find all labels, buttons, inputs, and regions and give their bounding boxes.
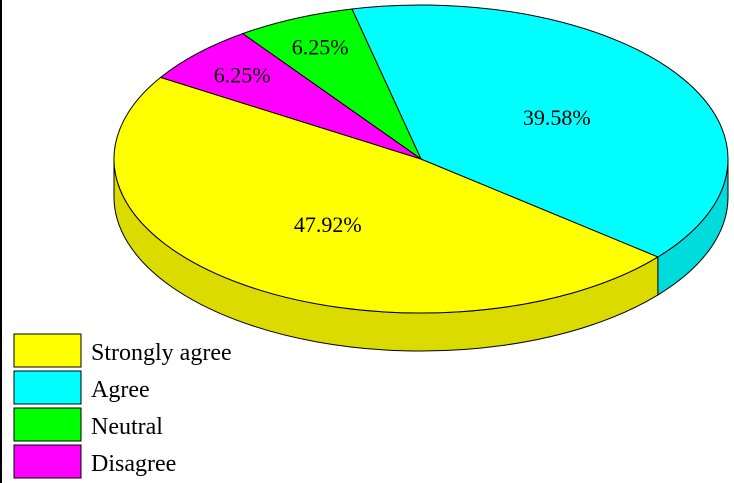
pie-value-label: 6.25% (214, 63, 271, 88)
pie-slice-agree[interactable] (351, 4, 729, 258)
legend-swatch-strongly-agree (13, 333, 82, 368)
pie-value-labels: 47.92% 39.58% 6.25% 6.25% (214, 35, 591, 237)
pie-slice-disagree[interactable] (159, 33, 422, 160)
pie-top-slices (113, 4, 729, 314)
legend-label: Disagree (91, 451, 176, 477)
legend-label: Neutral (91, 414, 163, 440)
legend: Strongly agree Agree Neutral Disagree (13, 333, 232, 479)
pie-value-label: 47.92% (294, 212, 362, 237)
legend-swatch-disagree (13, 444, 82, 479)
pie-value-label: 39.58% (523, 105, 591, 130)
pie-slice-strongly-agree[interactable] (113, 76, 660, 314)
legend-label: Agree (91, 377, 150, 403)
pie-value-label: 6.25% (292, 35, 349, 60)
pie-slice-neutral[interactable] (241, 8, 423, 161)
legend-label: Strongly agree (91, 340, 232, 366)
legend-swatch-agree (13, 370, 82, 405)
legend-swatch-neutral (13, 407, 82, 442)
